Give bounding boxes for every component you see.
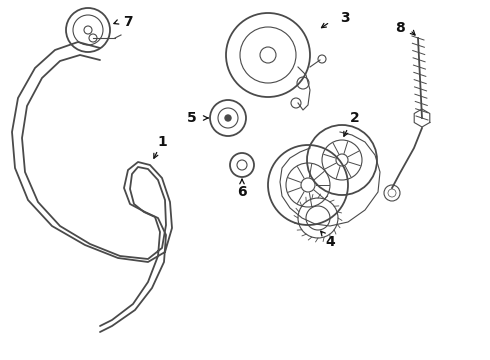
Circle shape <box>225 115 231 121</box>
Text: 6: 6 <box>237 185 247 199</box>
Text: 8: 8 <box>395 21 405 35</box>
Text: 1: 1 <box>157 135 167 149</box>
Text: 3: 3 <box>340 11 350 25</box>
Text: 7: 7 <box>123 15 133 29</box>
Text: 5: 5 <box>187 111 197 125</box>
Text: 2: 2 <box>350 111 360 125</box>
Text: 4: 4 <box>325 235 335 249</box>
